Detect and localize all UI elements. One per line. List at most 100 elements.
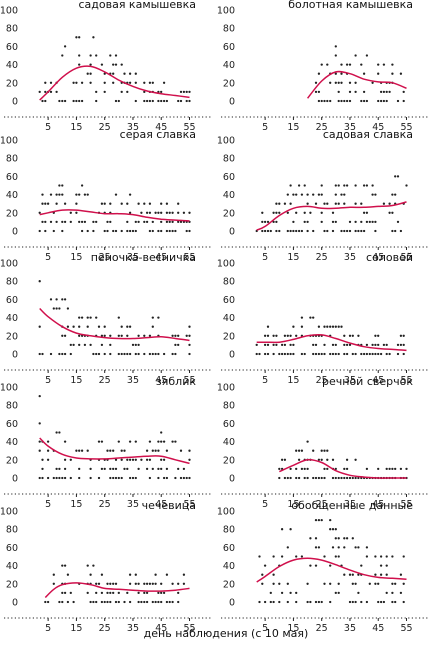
data-point [365,546,369,549]
data-point [44,229,47,233]
data-point [360,564,363,567]
panel-0: садовая камышевка 5 15 25 35 45 55 0 20 40 60 80 100 [0,0,212,133]
x-tick-label: 15 [70,252,82,263]
data-point [292,220,295,224]
data-point [269,600,272,604]
data-point [275,220,278,224]
data-point [103,325,106,328]
data-point [331,458,335,461]
data-point [337,582,340,585]
data-point [63,440,67,443]
y-tick-label: 0 [12,474,18,485]
x-tick-label: 25 [316,375,328,386]
data-point [297,184,301,187]
data-point [143,202,146,205]
data-point [374,343,377,347]
data-point [309,564,312,567]
data-point [306,202,309,205]
data-point [55,298,58,301]
data-point [78,334,81,337]
data-point [80,220,84,224]
data-point [334,81,337,84]
x-tick-label: 55 [400,252,412,263]
data-point [266,352,270,356]
data-point [117,99,120,103]
data-point [46,458,50,461]
data-point [160,90,163,94]
data-point [405,184,408,187]
x-tick-label: 25 [316,122,328,133]
data-point [174,229,177,233]
data-point [182,476,186,480]
data-point [134,573,137,576]
data-point [151,449,154,452]
data-point [89,81,92,84]
data-point [160,211,163,214]
data-point [278,467,281,471]
data-point [63,476,67,480]
data-point [97,440,101,443]
data-point [157,229,160,233]
data-point [177,202,180,205]
x-tick-label: 15 [70,122,82,133]
data-point [117,591,120,595]
data-point [157,476,160,480]
data-point [360,220,363,224]
data-point [162,440,166,443]
data-point [165,573,169,576]
data-point [179,90,183,94]
data-point [337,90,340,94]
panel-title: садовая камышевка [78,0,196,11]
data-point [148,476,152,480]
data-point [377,467,380,471]
data-point [128,582,132,585]
data-point [151,220,154,224]
data-point [109,352,112,356]
data-point [109,334,112,337]
data-point [157,600,160,604]
data-point [49,298,53,301]
data-point [377,600,380,604]
y-tick-label: 80 [223,154,235,165]
data-point [103,90,106,94]
y-tick-label: 0 [229,227,235,238]
data-point [112,81,115,84]
data-point [66,325,70,328]
data-point [106,229,109,233]
data-point [278,582,281,585]
data-point [334,591,337,595]
y-tick-label: 40 [6,190,18,201]
data-point [97,582,101,585]
y-tick-label: 60 [223,42,235,53]
x-tick-label: 15 [287,499,299,510]
data-point [41,467,44,471]
data-point [394,175,397,178]
data-point [396,343,400,347]
x-tick-label: 55 [400,122,412,133]
data-point [377,582,380,585]
data-point [61,229,64,233]
data-point [278,229,281,233]
y-tick-label: 60 [223,543,235,554]
data-point [266,334,270,337]
data-point [334,537,337,540]
data-point [314,81,318,84]
data-point [345,352,349,356]
data-point [362,211,366,214]
data-point [126,467,129,471]
data-point [365,600,369,604]
data-point [137,352,140,356]
panel-4: пеночка-весничка 5 15 25 35 45 55 0 20 40 60 80 100 [0,251,212,386]
data-point [151,316,154,319]
data-point [399,591,403,595]
data-point [38,422,41,425]
data-point [52,476,55,480]
data-point [388,211,391,214]
data-point [154,449,157,452]
data-point [165,467,169,471]
data-point [112,229,115,233]
data-point [145,600,149,604]
data-point [86,229,89,233]
data-point [365,555,369,558]
data-point [188,211,191,214]
